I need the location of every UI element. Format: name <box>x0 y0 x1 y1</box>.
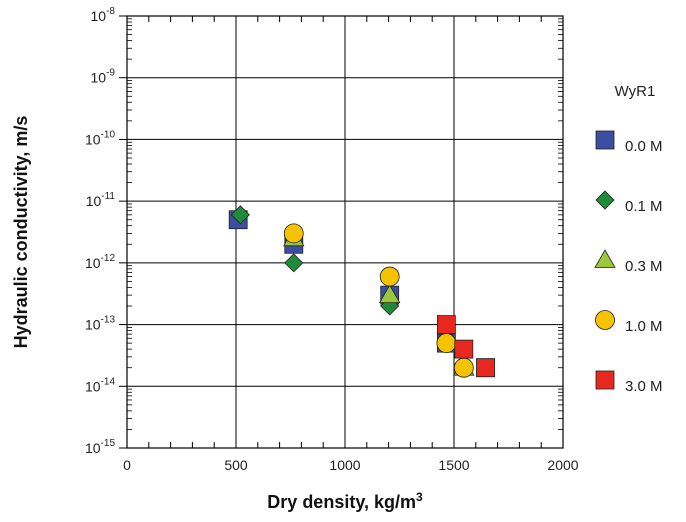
y-tick-label: 10-9 <box>91 68 116 86</box>
data-point <box>436 315 456 334</box>
legend-marker <box>594 249 616 268</box>
data-point <box>379 284 401 304</box>
y-tick-exponent: -8 <box>106 6 115 17</box>
y-tick-label: 10-14 <box>85 376 115 394</box>
y-tick-label: 10-15 <box>85 438 115 456</box>
legend-marker <box>595 370 615 390</box>
y-tick-exponent: -15 <box>101 438 116 449</box>
y-tick-base: 10 <box>86 193 102 209</box>
y-tick-base: 10 <box>91 70 107 86</box>
y-tick-exponent: -10 <box>101 129 116 140</box>
y-tick-label: 10-8 <box>91 6 116 24</box>
series-3-0-M <box>436 315 496 378</box>
data-point <box>454 339 474 359</box>
series-0-3-M <box>283 227 475 376</box>
data-markers <box>228 205 496 378</box>
series-0-1-M <box>230 205 474 378</box>
y-tick-base: 10 <box>91 8 107 24</box>
x-axis-title-text: Dry density, kg/m <box>267 492 416 512</box>
y-tick-label: 10-12 <box>85 253 115 271</box>
y-tick-exponent: -11 <box>101 191 115 202</box>
x-tick-label: 0 <box>123 457 131 473</box>
y-tick-label: 10-10 <box>85 129 115 147</box>
legend-title: WyR1 <box>615 83 656 100</box>
y-tick-base: 10 <box>85 317 101 333</box>
y-tick-base: 10 <box>85 440 101 456</box>
data-point <box>453 357 474 378</box>
data-point <box>476 358 496 378</box>
legend-label: 0.0 M <box>625 138 663 155</box>
data-point <box>379 266 400 287</box>
x-axis-ticks: 0 500 1000 1500 2000 <box>123 457 579 473</box>
data-point <box>284 253 304 273</box>
y-tick-exponent: -13 <box>101 315 116 326</box>
data-point <box>230 205 250 225</box>
legend-label: 0.1 M <box>625 198 663 215</box>
legend-marker <box>595 310 615 330</box>
x-axis-title-superscript: 3 <box>416 490 423 504</box>
x-axis-title: Dry density, kg/m3 <box>267 490 423 512</box>
y-tick-base: 10 <box>85 378 101 394</box>
legend-label: 3.0 M <box>625 378 663 395</box>
y-tick-exponent: -14 <box>101 376 116 387</box>
y-tick-base: 10 <box>85 255 101 271</box>
series-1-0-M <box>283 223 474 378</box>
plot-frame <box>126 15 564 449</box>
minor-ticks <box>126 16 564 448</box>
x-tick-label: 1500 <box>438 457 469 473</box>
y-tick-label: 10-13 <box>85 315 115 333</box>
legend-marker <box>595 130 615 150</box>
legend: 0.0 M 0.1 M 0.3 M 1.0 M 3.0 M <box>594 130 663 395</box>
data-point <box>436 333 457 354</box>
y-tick-exponent: -12 <box>101 253 116 264</box>
y-tick-base: 10 <box>85 131 101 147</box>
x-tick-label: 1000 <box>329 457 360 473</box>
legend-label: 0.3 M <box>625 258 663 275</box>
x-tick-label: 500 <box>224 457 248 473</box>
legend-marker <box>595 190 615 210</box>
data-point <box>283 223 304 244</box>
legend-label: 1.0 M <box>625 318 663 335</box>
x-tick-label: 2000 <box>547 457 578 473</box>
grid <box>126 15 564 449</box>
y-tick-exponent: -9 <box>106 68 115 79</box>
y-axis-title: Hydraulic conductivity, m/s <box>11 116 31 349</box>
y-tick-label: 10-11 <box>86 191 116 209</box>
